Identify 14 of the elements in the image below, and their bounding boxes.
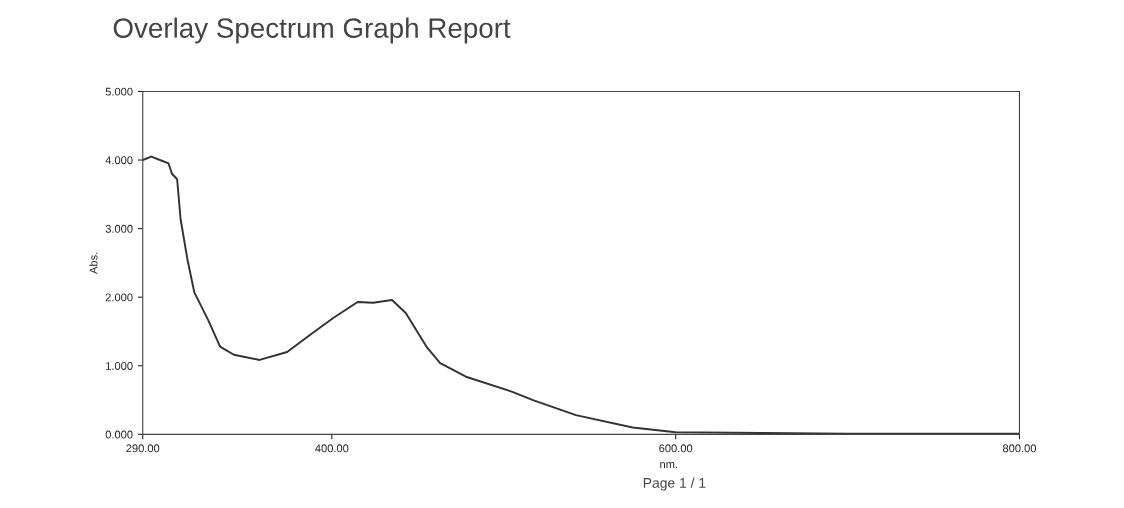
- x-tick-label: 600.00: [659, 444, 693, 453]
- y-tick-label: 1.000: [106, 362, 133, 370]
- y-tick-label: 5.000: [105, 87, 133, 96]
- y-tick-label: 4.000: [105, 156, 133, 165]
- text: Page 1 / 1: [643, 477, 706, 491]
- y-tick-label: 0.000: [105, 430, 133, 439]
- x-tick-label: 800.00: [1002, 444, 1037, 453]
- chart-title: Overlay Spectrum Graph Report: [113, 17, 511, 44]
- y-tick-label: 2.000: [105, 293, 133, 302]
- x-axis-title: nm.: [660, 462, 678, 469]
- y-axis-title: Abs.: [89, 252, 98, 274]
- x-tick-label: 290.00: [126, 444, 160, 453]
- x-tick-label: 400.00: [315, 444, 349, 453]
- y-tick-label: 3.000: [105, 224, 133, 233]
